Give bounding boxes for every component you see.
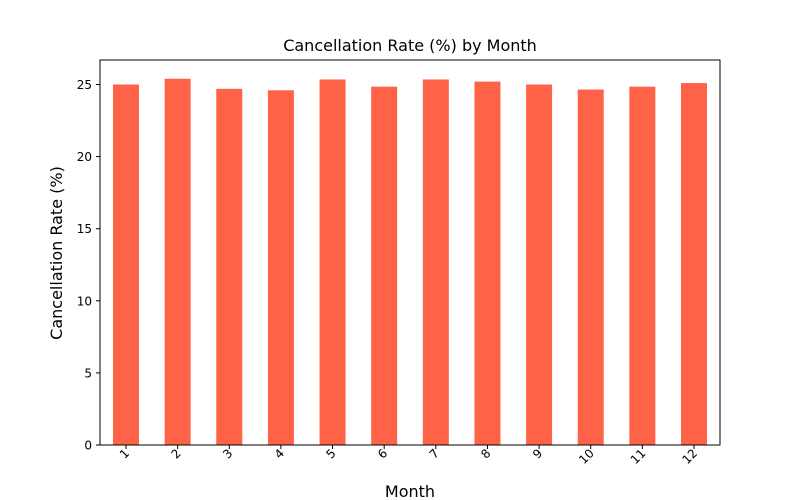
bar-month-8 [474,81,501,445]
y-tick-label: 10 [77,294,92,308]
x-tick-label: 9 [530,446,545,461]
y-tick-label: 5 [84,366,92,380]
x-tick-label: 4 [272,446,287,461]
x-tick-label: 8 [478,446,493,461]
bar-month-3 [216,88,243,445]
bar-month-2 [164,78,191,445]
bar-month-5 [319,79,346,445]
bar-month-6 [371,86,398,446]
x-tick-label: 12 [679,446,700,467]
x-axis: 1 2 3 4 5 6 7 8 9 10 11 12 [117,445,700,467]
bar-month-1 [113,84,139,445]
bar-month-9 [526,84,553,445]
x-axis-label: Month [385,482,435,500]
bar-month-10 [577,89,604,445]
y-axis-label: Cancellation Rate (%) [47,166,66,340]
bar-month-11 [629,86,656,446]
y-tick-label: 20 [77,150,92,164]
x-tick-label: 6 [375,446,390,461]
y-tick-label: 15 [77,222,92,236]
plot-frame [99,59,721,446]
bar-month-4 [267,90,294,445]
bar-month-12 [681,83,707,445]
bar-month-7 [422,79,449,445]
bars-layer [113,78,707,446]
x-tick-label: 11 [628,446,649,467]
x-tick-label: 1 [117,446,132,461]
y-tick-label: 25 [77,78,92,92]
x-tick-label: 10 [576,446,597,467]
x-tick-label: 5 [323,446,338,461]
y-tick-label: 0 [84,439,92,453]
y-axis: 0 5 10 15 20 25 [77,78,100,453]
x-tick-label: 7 [427,446,442,461]
x-tick-label: 3 [220,446,235,461]
x-tick-label: 2 [168,446,183,461]
chart-title: Cancellation Rate (%) by Month [283,36,537,55]
